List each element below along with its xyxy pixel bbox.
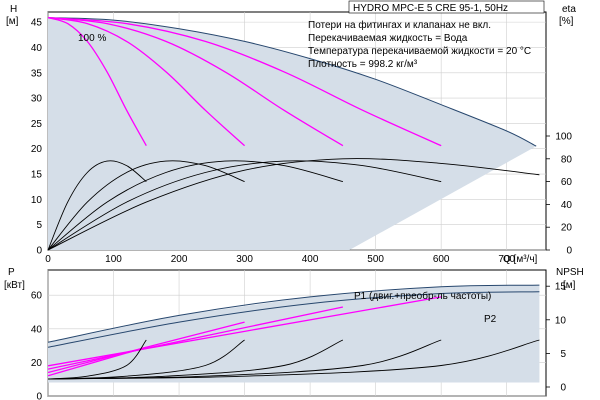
y-tick-label-h: 0 [36, 246, 42, 257]
p1-envelope-line [47, 284, 540, 343]
head-curve [47, 16, 344, 147]
y-tick-label-npsh: 15 [555, 282, 567, 293]
x-tick-label: 500 [367, 254, 384, 265]
efficiency-curve [47, 160, 245, 251]
x-tick-label: 200 [171, 254, 188, 265]
top-panel: 0 100 200 300 400 500 600 700 05101520253035404… [6, 0, 576, 265]
y-axis-label-h: H [10, 4, 17, 15]
top-xticks: 0 100 200 300 400 500 600 700 [45, 254, 515, 265]
y-tick-label-p: 60 [31, 291, 43, 302]
y-tick-label-eta: 0 [566, 246, 572, 257]
y-tick-label-h: 40 [31, 43, 43, 54]
npsh-curve [47, 339, 540, 380]
envelope-edge-line [47, 17, 537, 147]
title-box: HYDRO MPC-E 5 CRE 95-1, 50Hz [348, 0, 545, 14]
top-series [47, 16, 540, 251]
y-tick-label-h: 25 [31, 119, 43, 130]
y-tick-label-h: 20 [31, 144, 43, 155]
x-tick-label: 300 [236, 254, 253, 265]
p2-envelope-line [47, 291, 540, 348]
efficiency-curve [47, 160, 344, 251]
info-line-3: Температура перекачиваемой жидкости = 20… [308, 46, 531, 57]
y-tick-label-p: 20 [31, 358, 43, 369]
head-curve [47, 16, 442, 147]
top-yticks-right: 0 20 40 60 80 100 [546, 132, 572, 257]
y-axis-label-npsh: NPSH [556, 267, 584, 278]
x-tick-label: 700 [498, 254, 515, 265]
y-tick-label-h: 30 [31, 94, 43, 105]
efficiency-curve [47, 160, 147, 251]
info-annotations: Потери на фитингах и клапанах не вкл. Пе… [308, 19, 531, 70]
head-curve [47, 16, 246, 147]
y-tick-label-eta: 80 [561, 154, 573, 165]
top-yticks-left: 0 5 10 15 20 25 30 35 40 45 [31, 18, 43, 257]
y-tick-label-eta: 60 [561, 177, 573, 188]
chart-title: HYDRO MPC-E 5 CRE 95-1, 50Hz [353, 3, 508, 14]
bottom-series [47, 296, 540, 380]
bottom-yticks-right: 0 5 10 15 [546, 282, 566, 394]
y-axis-label-eta: eta [562, 4, 576, 15]
y-tick-label-eta: 40 [561, 200, 573, 211]
x-tick-label: 0 [45, 254, 51, 265]
efficiency-curve [47, 158, 540, 251]
x-tick-label: 400 [302, 254, 319, 265]
y-tick-label-h: 5 [36, 220, 42, 231]
y-axis-unit-h: [м] [6, 16, 19, 27]
y-tick-label-h: 10 [31, 195, 43, 206]
power-envelope-fill [48, 285, 540, 383]
y-tick-label-npsh: 0 [560, 383, 566, 394]
bottom-yticks-left: 0 20 40 60 [31, 291, 43, 400]
power-curve [47, 321, 245, 374]
y-tick-label-p: 0 [36, 392, 42, 400]
bottom-panel: 0 20 40 60 0 5 10 15 P [кВт] NPSH [м] P1 (двиг… [4, 267, 584, 400]
x-tick-label: 100 [105, 254, 122, 265]
bottom-envelope [47, 284, 540, 383]
y-axis-unit-eta: [%] [559, 16, 574, 27]
x-axis-label: Q [м³/ч] [503, 254, 538, 265]
info-line-2: Перекачиваемая жидкость = Вода [308, 33, 468, 44]
power-curve [47, 306, 344, 370]
y-tick-label-p: 40 [31, 324, 43, 335]
y-tick-label-npsh: 10 [555, 315, 567, 326]
legend-p2: P2 [484, 314, 497, 325]
y-axis-unit-p: [кВт] [4, 280, 25, 291]
info-line-4: Плотность = 998.2 кг/м³ [308, 59, 418, 70]
y-axis-label-p: P [8, 267, 15, 278]
y-tick-label-h: 35 [31, 68, 43, 79]
y-tick-label-h: 15 [31, 170, 43, 181]
speed-label: 100 % [78, 33, 106, 44]
x-tick-label: 600 [433, 254, 450, 265]
efficiency-curve [47, 160, 442, 251]
y-tick-label-npsh: 5 [560, 349, 566, 360]
legend-p1: P1 (двиг.+преобр-ль частоты) [354, 290, 491, 302]
y-tick-label-eta: 20 [561, 223, 573, 234]
y-axis-unit-npsh: [м] [563, 280, 576, 291]
y-tick-label-eta: 100 [555, 132, 572, 143]
info-line-1: Потери на фитингах и клапанах не вкл. [308, 19, 491, 31]
y-tick-label-h: 45 [31, 18, 43, 29]
power-curve [47, 296, 442, 367]
head-curve [47, 16, 147, 147]
